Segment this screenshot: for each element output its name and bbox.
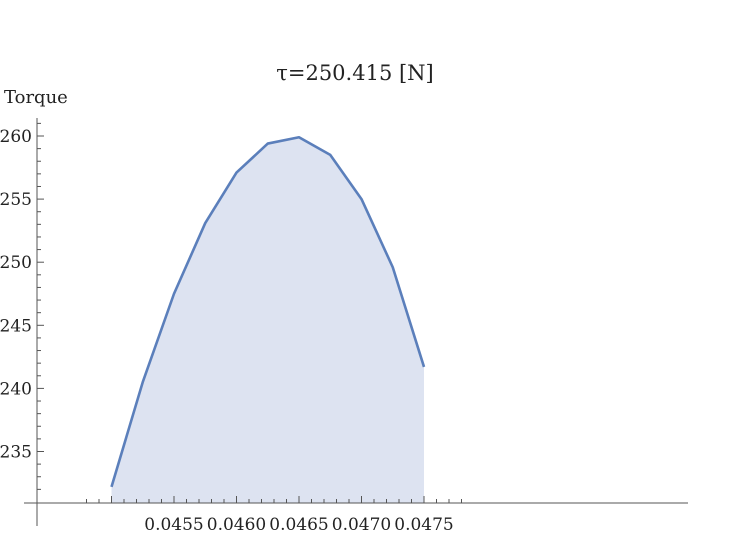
y-tick-label: 260 (0, 127, 32, 147)
y-tick-label: 250 (0, 253, 32, 273)
y-tick-label: 255 (0, 190, 32, 210)
x-tick-label: 0.0455 (144, 515, 203, 534)
x-tick-label: 0.0470 (332, 515, 391, 534)
chart-title: τ=250.415 [N] (276, 61, 434, 85)
x-tick-label: 0.0460 (207, 515, 266, 534)
y-tick-label: 245 (0, 316, 32, 336)
y-tick-label: 240 (0, 379, 32, 399)
x-tick-label: 0.0475 (394, 515, 453, 534)
x-tick-label: 0.0465 (269, 515, 328, 534)
y-tick-label: 235 (0, 443, 32, 463)
plot-area: 0.0455 0.0460 0.0465 0.0470 0.0475 235 240 245 2… (0, 118, 688, 534)
area-fill (111, 137, 424, 503)
series-line (110, 135, 426, 488)
y-axis-label: Torque (4, 87, 68, 108)
